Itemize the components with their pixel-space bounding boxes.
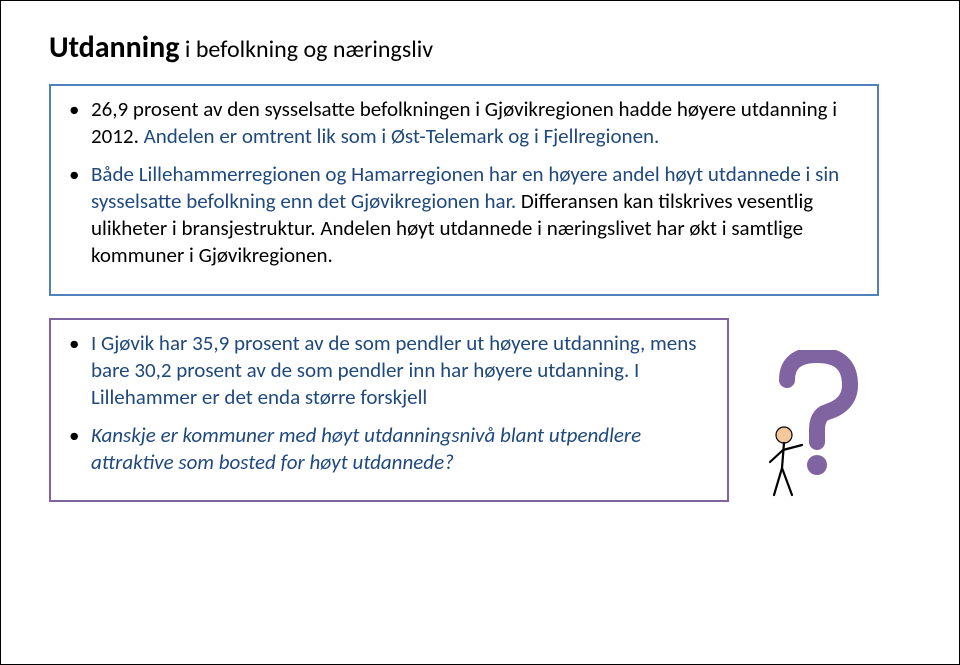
list-item: Både Lillehammerregionen og Hamarregione… [69,161,859,270]
title-rest: i befolkning og næringsliv [179,35,433,64]
slide-title: Utdanning i befolkning og næringsliv [49,29,911,66]
question-figure-icon [762,350,872,505]
list-item: I Gjøvik har 35,9 prosent av de som pend… [69,330,709,412]
bullet-text: I Gjøvik har 35,9 prosent av de som pend… [91,330,696,411]
box-secondary: I Gjøvik har 35,9 prosent av de som pend… [49,318,729,502]
bullet-list-1: 26,9 prosent av den sysselsatte befolkni… [69,96,859,270]
title-bold: Utdanning [49,29,179,66]
bullet-list-2: I Gjøvik har 35,9 prosent av de som pend… [69,330,709,476]
list-item: Kanskje er kommuner med høyt utdanningsn… [69,422,709,477]
bullet-text: Andelen er omtrent lik som i Øst-Telemar… [144,123,660,149]
list-item: 26,9 prosent av den sysselsatte befolkni… [69,96,859,151]
box-primary: 26,9 prosent av den sysselsatte befolkni… [49,84,879,296]
bullet-text: Kanskje er kommuner med høyt utdanningsn… [91,422,641,475]
